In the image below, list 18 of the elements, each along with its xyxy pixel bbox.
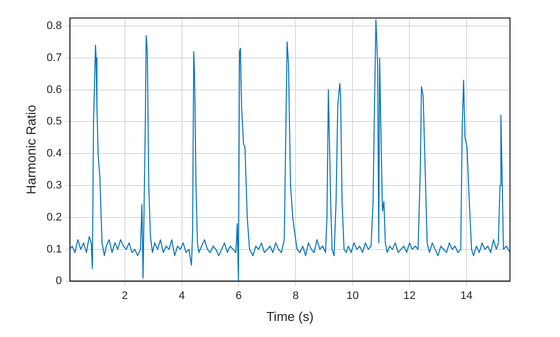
y-tick-label: 0.7 — [46, 52, 62, 64]
y-tick-label: 0.3 — [46, 180, 62, 192]
x-axis-title: Time (s) — [266, 308, 314, 324]
x-tick-label: 14 — [460, 290, 473, 302]
y-tick-label: 0 — [56, 275, 62, 288]
y-tick-label: 0.5 — [46, 116, 62, 128]
x-tick-label: 12 — [403, 290, 416, 302]
x-tick-label: 4 — [178, 290, 185, 302]
y-tick-label: 0.8 — [46, 20, 62, 32]
y-tick-label: 0.6 — [46, 84, 62, 96]
y-tick-label: 0.1 — [46, 243, 62, 256]
y-tick-label: 0.2 — [46, 211, 62, 224]
x-tick-label: 2 — [122, 290, 128, 302]
x-tick-label: 8 — [292, 290, 299, 302]
x-tick-label: 10 — [346, 290, 359, 302]
y-tick-label: 0.4 — [46, 148, 62, 160]
y-axis-title: Harmonic Ratio — [23, 104, 38, 194]
x-tick-label: 6 — [236, 290, 242, 302]
